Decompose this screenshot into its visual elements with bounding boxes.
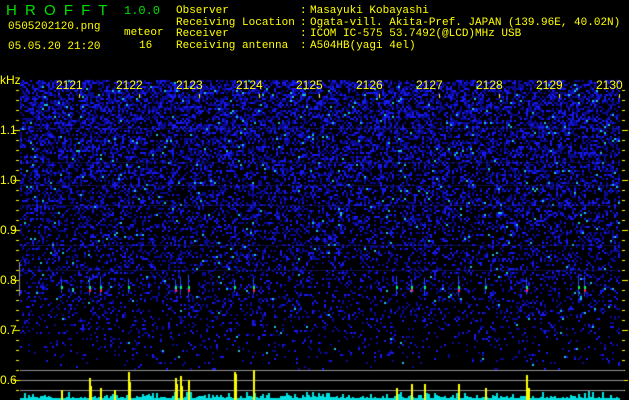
- info-label: Observer: [176, 5, 229, 17]
- meteor-count: 16: [139, 40, 153, 52]
- info-colon: :: [300, 5, 307, 17]
- y-tick-label: 0.8: [0, 273, 17, 287]
- y-unit-label: kHz: [0, 73, 21, 87]
- info-value: ICOM IC-575 53.7492(@LCD)MHz USB: [310, 28, 522, 40]
- x-tick-label: 2122: [116, 78, 143, 92]
- x-tick-label: 2129: [536, 78, 563, 92]
- file-name: 0505202120.png: [8, 21, 101, 33]
- x-tick-label: 2127: [416, 78, 443, 92]
- y-tick-label: 0.9: [0, 223, 17, 237]
- app-version: 1.0.0: [124, 4, 161, 18]
- y-tick-label: 0.7: [0, 323, 17, 337]
- meteor-label: meteor: [124, 27, 164, 39]
- info-colon: :: [300, 28, 307, 40]
- info-colon: :: [300, 39, 307, 52]
- x-tick-label: 2123: [176, 78, 203, 92]
- x-tick-label: 2124: [236, 78, 263, 92]
- app-title: H R O F F T: [6, 2, 110, 19]
- x-tick-label: 2130: [596, 78, 623, 92]
- x-tick-label: 2125: [296, 78, 323, 92]
- y-tick-label: 1.1: [0, 123, 17, 137]
- info-colon: :: [300, 16, 307, 29]
- info-label: Receiving antenna: [176, 39, 289, 52]
- file-datetime: 05.05.20 21:20: [8, 41, 101, 53]
- y-tick-label: 0.6: [0, 373, 17, 387]
- x-tick-label: 2121: [56, 78, 83, 92]
- y-tick-label: 1.0: [0, 173, 17, 187]
- x-tick-label: 2128: [476, 78, 503, 92]
- info-value: Masayuki Kobayashi: [310, 5, 429, 17]
- info-label: Receiver: [176, 28, 229, 40]
- x-tick-label: 2126: [356, 78, 383, 92]
- info-value: A504HB(yagi 4el): [310, 39, 416, 52]
- info-value: Ogata-vill. Akita-Pref. JAPAN (139.96E, …: [310, 16, 621, 29]
- info-label: Receiving Location: [176, 16, 295, 29]
